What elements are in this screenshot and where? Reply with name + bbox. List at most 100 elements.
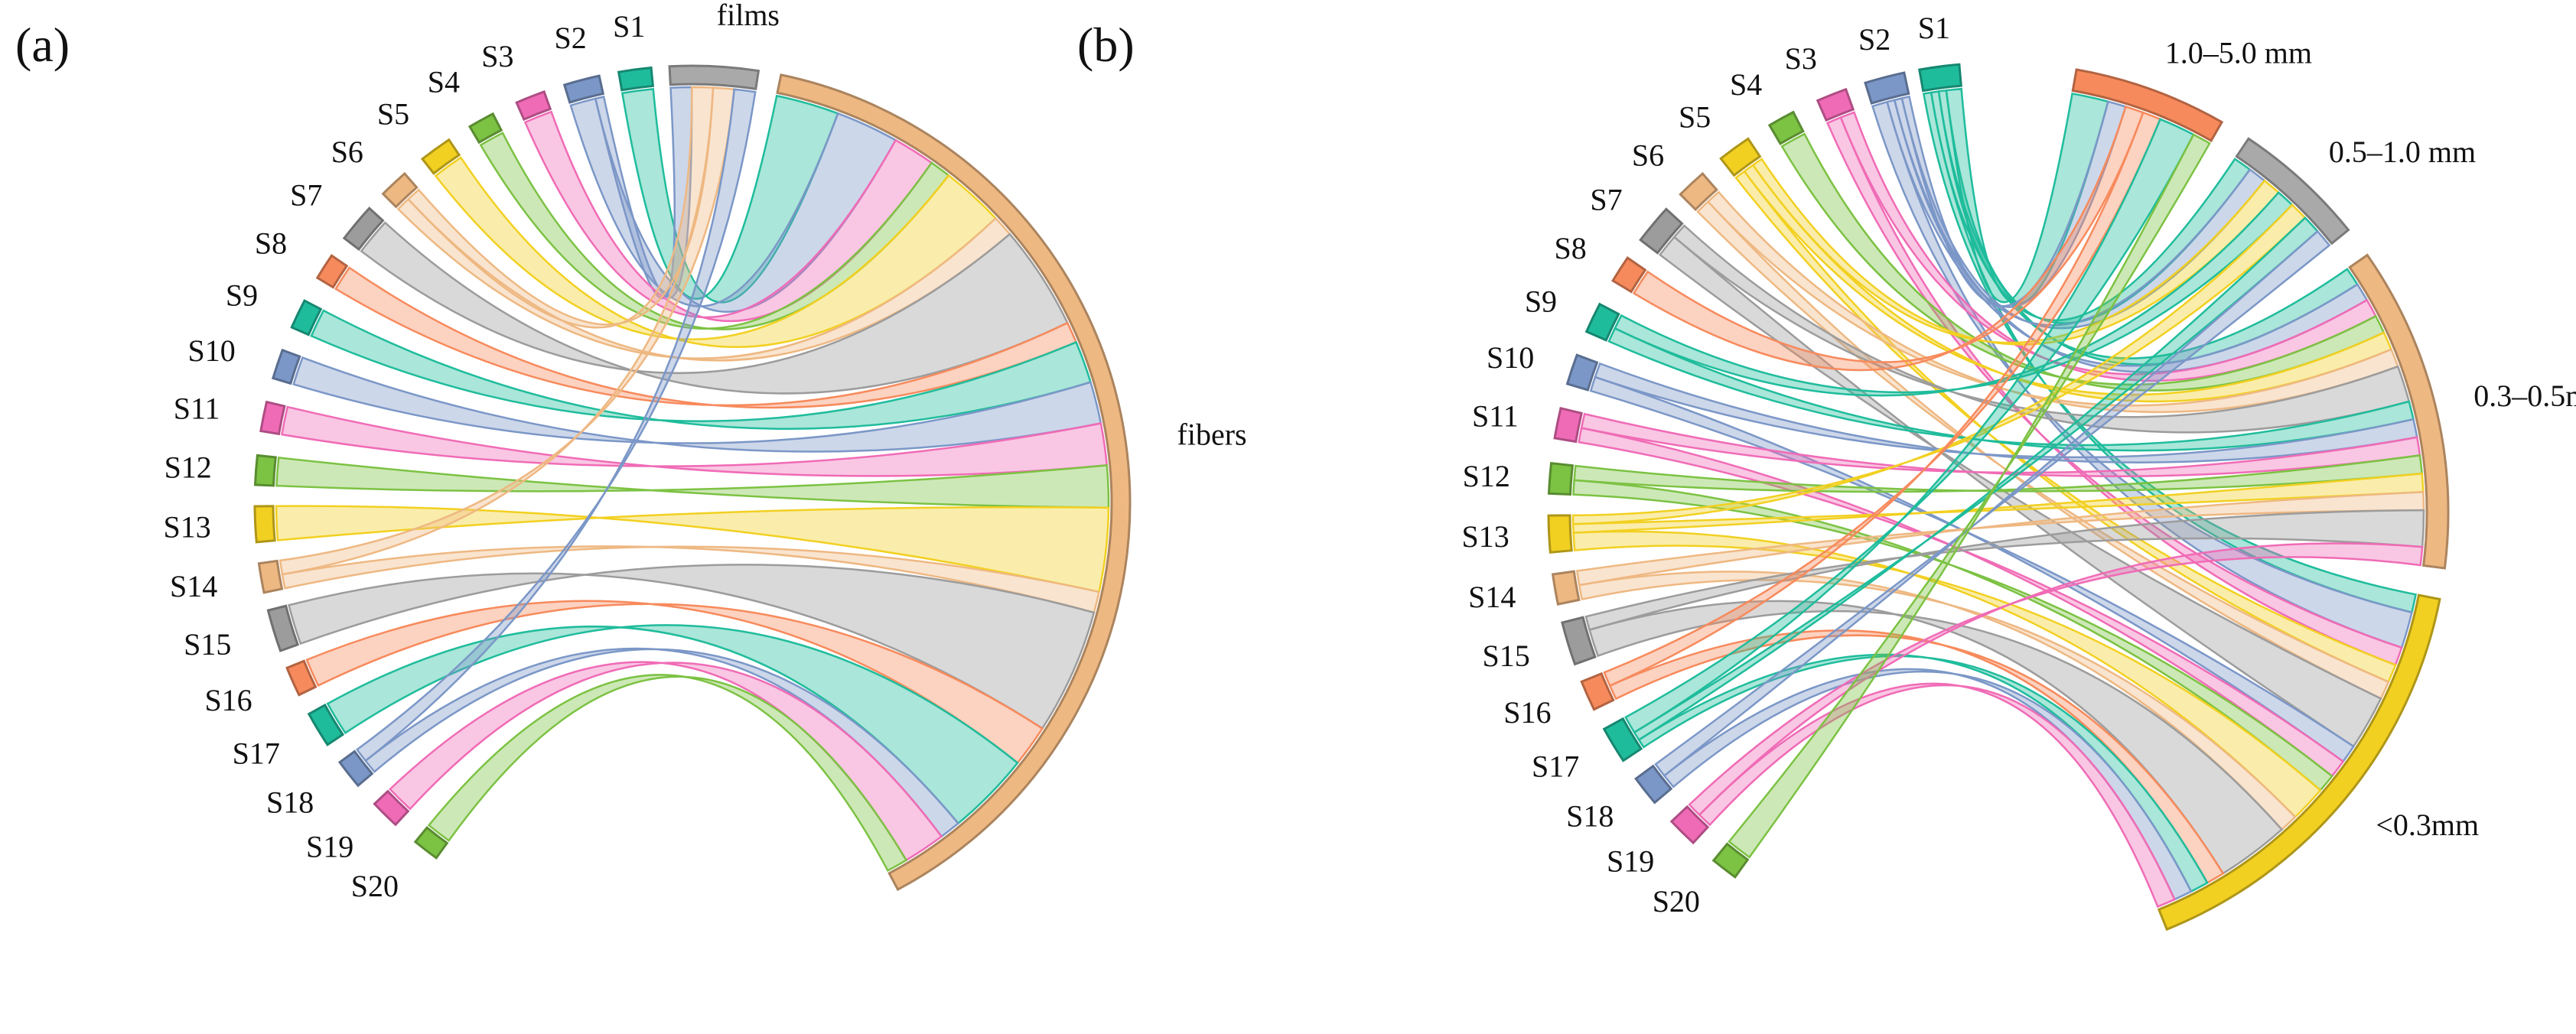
ribbon-s14-to-fibers bbox=[281, 545, 1100, 614]
ribbon-s3-to-0-3-0-5mm bbox=[1839, 111, 2377, 382]
ribbon-s16-to-1-0-5-0-mm bbox=[1603, 111, 2162, 688]
label-s4: S4 bbox=[428, 65, 460, 99]
label-s2: S2 bbox=[1858, 22, 1890, 57]
ribbon-s10-to-fibers bbox=[292, 356, 1102, 453]
ribbon-s17-to-1-0-5-0-mm bbox=[1624, 118, 2195, 734]
ribbon-s11-to-fibers bbox=[281, 405, 1109, 477]
label-s4: S4 bbox=[1730, 67, 1762, 102]
ribbon-s7-to-lt-0-3mm bbox=[1658, 236, 2382, 748]
ribbon-s14-to-lt-0-3mm bbox=[1578, 571, 2297, 831]
label-s9: S9 bbox=[226, 278, 258, 313]
label-s15: S15 bbox=[184, 627, 231, 662]
label-0-5-1-0-mm: 0.5–1.0 mm bbox=[2329, 135, 2476, 169]
ribbon-s1-to-fibers bbox=[620, 88, 839, 304]
segment-s10 bbox=[1565, 353, 1599, 392]
ribbon-s18-to-films bbox=[355, 88, 757, 762]
ribbon-s9-to-0-3-0-5mm bbox=[1607, 327, 2415, 452]
label-s19: S19 bbox=[306, 830, 353, 864]
label-s3: S3 bbox=[1785, 41, 1817, 76]
segment-s5 bbox=[1719, 137, 1762, 177]
ribbon-s18-to-fibers bbox=[364, 647, 960, 838]
ribbon-s5-to-0-5-1-0-mm bbox=[1751, 158, 2280, 346]
ribbon-s2-to-0-5-1-0-mm bbox=[1893, 96, 2266, 330]
label-s20: S20 bbox=[1653, 884, 1700, 919]
label-s19: S19 bbox=[1607, 844, 1654, 879]
segment-s16 bbox=[1580, 671, 1615, 711]
segment-1-0-5-0-mm bbox=[2071, 68, 2224, 143]
segment-s4 bbox=[467, 112, 503, 145]
ribbon-s13-to-fibers bbox=[275, 505, 1110, 593]
segment-s14 bbox=[1551, 570, 1581, 606]
ribbon-s16-to-fibers bbox=[305, 600, 1044, 765]
segment-s3 bbox=[1816, 87, 1855, 122]
label-s7: S7 bbox=[1590, 182, 1622, 216]
segment-s14 bbox=[257, 559, 284, 594]
segment-lt-0-3mm bbox=[2157, 593, 2441, 932]
ribbon-s4-to-0-3-0-5mm bbox=[1780, 132, 2385, 392]
ribbon-s17-to-0-5-1-0-mm bbox=[1633, 216, 2319, 742]
label-s8: S8 bbox=[255, 226, 287, 261]
segment-s6 bbox=[1679, 171, 1718, 212]
ribbon-s9-to-0-5-1-0-mm bbox=[1614, 190, 2294, 397]
label-s14: S14 bbox=[1468, 580, 1516, 614]
label-s18: S18 bbox=[266, 785, 314, 819]
segment-s12 bbox=[1547, 461, 1575, 496]
ribbon-s14-to-films bbox=[278, 86, 736, 576]
label-s11: S11 bbox=[1472, 398, 1519, 433]
segment-s13 bbox=[1547, 514, 1573, 554]
ribbon-s15-to-lt-0-3mm bbox=[1588, 600, 2284, 875]
label-s6: S6 bbox=[331, 135, 363, 169]
segment-s2 bbox=[562, 74, 605, 104]
ribbon-s6-to-films bbox=[406, 86, 715, 329]
ribbon-s18-to-lt-0-3mm bbox=[1663, 668, 2193, 901]
segment-s19 bbox=[373, 789, 410, 827]
segment-fibers bbox=[776, 73, 1132, 892]
segment-s20 bbox=[1711, 842, 1750, 879]
ribbon-s17-to-fibers bbox=[326, 624, 1019, 825]
segment-s7 bbox=[342, 206, 385, 252]
label-s16: S16 bbox=[204, 683, 252, 717]
label-1-0-5-0-mm: 1.0–5.0 mm bbox=[2165, 36, 2312, 70]
ribbon-s14-to-0-3-0-5mm bbox=[1575, 490, 2425, 587]
ribbon-s5-to-lt-0-3mm bbox=[1734, 170, 2397, 684]
ribbon-s19-to-0-3-0-5mm bbox=[1688, 542, 2424, 817]
label-lt-0-3mm: <0.3mm bbox=[2376, 808, 2479, 842]
segment-s2 bbox=[1864, 71, 1910, 105]
ribbon-s10-to-0-3-0-5mm bbox=[1594, 362, 2418, 463]
label-s17: S17 bbox=[1532, 749, 1579, 783]
label-s13: S13 bbox=[1461, 519, 1509, 554]
panel-b-label: (b) bbox=[1077, 18, 1135, 72]
ribbon-s7-to-fibers bbox=[360, 221, 1069, 395]
segment-s17 bbox=[1602, 717, 1643, 762]
label-s5: S5 bbox=[1679, 99, 1711, 134]
label-films: films bbox=[717, 0, 780, 32]
segment-s11 bbox=[1553, 407, 1584, 444]
label-s20: S20 bbox=[351, 869, 399, 903]
label-s7: S7 bbox=[290, 178, 322, 213]
label-s5: S5 bbox=[377, 96, 409, 131]
label-s1: S1 bbox=[1918, 11, 1950, 45]
segment-s6 bbox=[381, 171, 418, 209]
label-s10: S10 bbox=[187, 333, 235, 368]
ribbon-s13-to-0-5-1-0-mm bbox=[1571, 203, 2307, 525]
ribbon-s1-to-0-3-0-5mm bbox=[1930, 90, 2359, 366]
ribbon-s18-to-0-5-1-0-mm bbox=[1654, 229, 2331, 777]
segment-s1 bbox=[1918, 63, 1962, 93]
label-fibers: fibers bbox=[1177, 418, 1247, 452]
label-s11: S11 bbox=[174, 391, 220, 425]
label-s8: S8 bbox=[1554, 231, 1586, 265]
label-s17: S17 bbox=[233, 736, 280, 770]
segments bbox=[1547, 63, 2450, 932]
segment-s17 bbox=[307, 703, 345, 746]
ribbon-s8-to-1-0-5-0-mm bbox=[1632, 105, 2144, 372]
ribbon-s6-to-fibers bbox=[396, 197, 1011, 362]
label-s18: S18 bbox=[1566, 799, 1614, 834]
label-s1: S1 bbox=[613, 9, 645, 44]
ribbon-s9-to-fibers bbox=[310, 309, 1092, 430]
segment-s12 bbox=[253, 454, 277, 487]
ribbon-s12-to-fibers bbox=[275, 457, 1110, 509]
ribbon-s7-to-0-3-0-5mm bbox=[1672, 224, 2411, 434]
